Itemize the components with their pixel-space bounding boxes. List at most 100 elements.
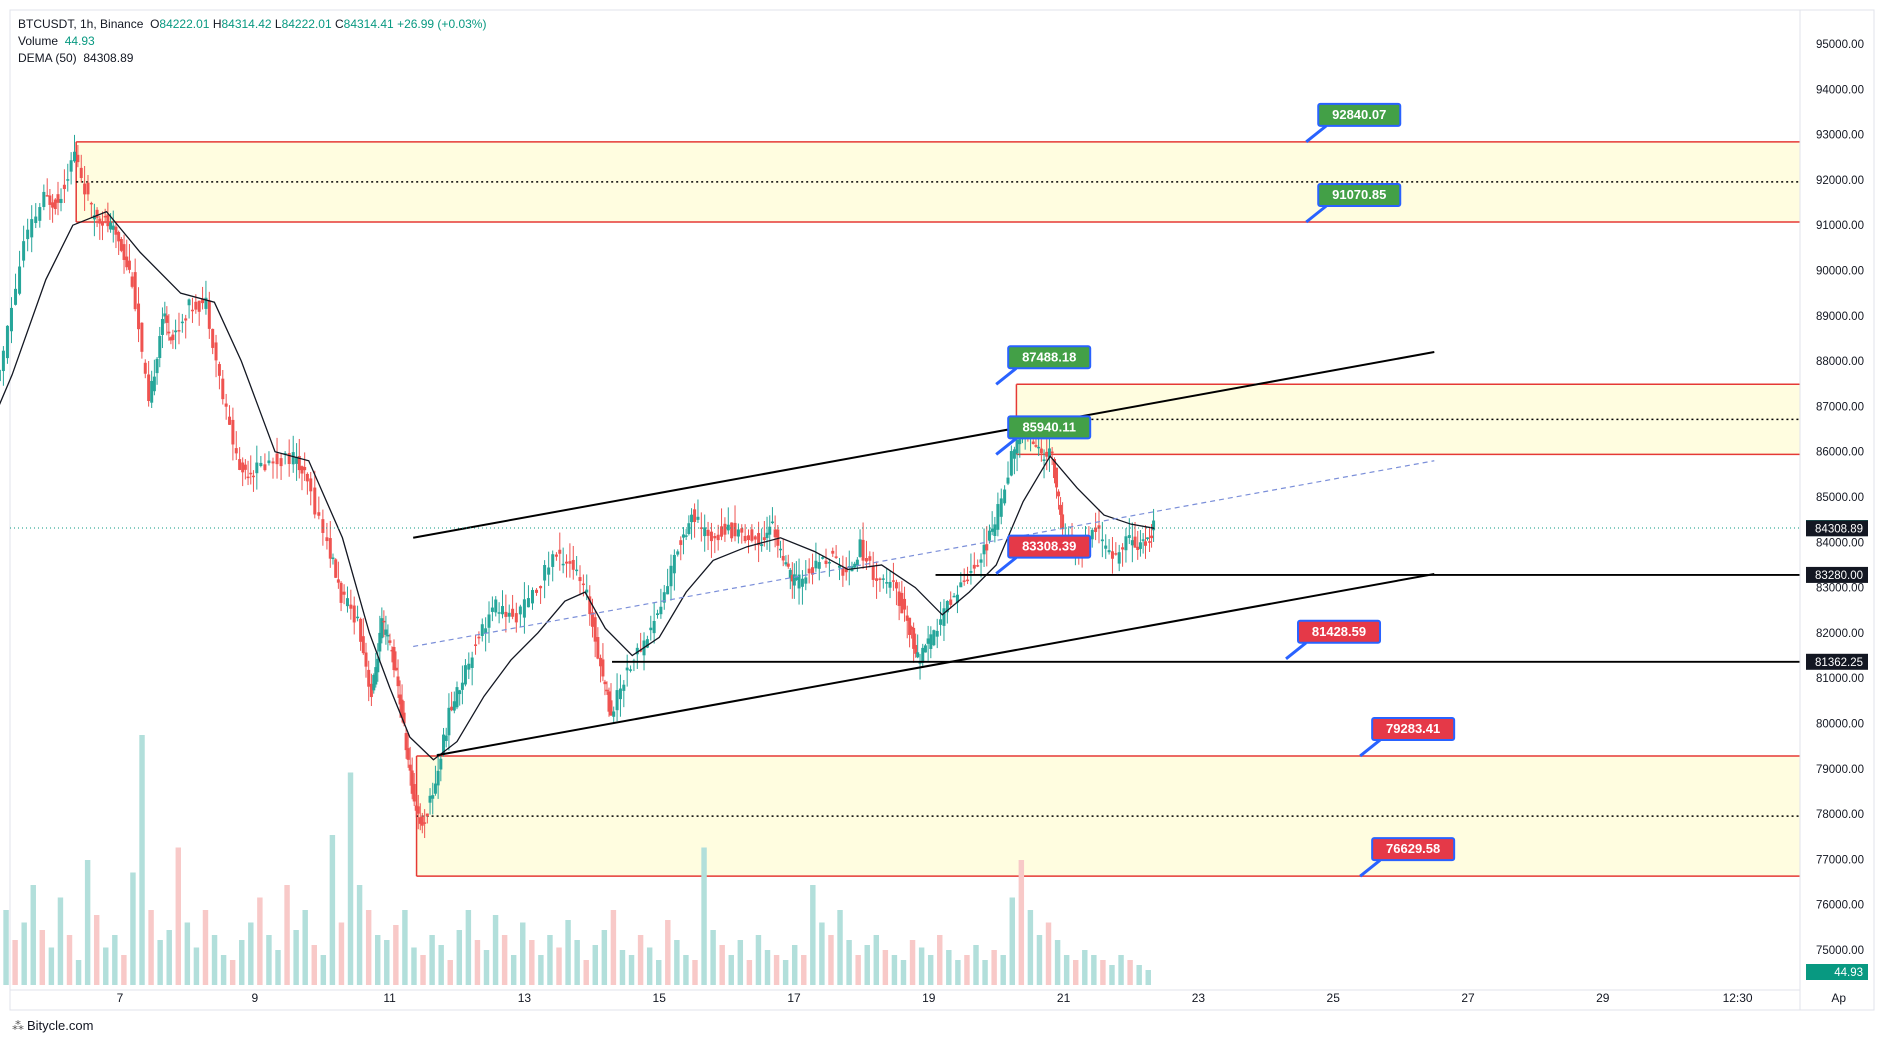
volume-bar (1091, 955, 1097, 985)
candle-body (390, 649, 394, 652)
price-tick-label: 78000.00 (1816, 809, 1864, 821)
candle-body (639, 650, 643, 652)
candle-body (349, 604, 353, 609)
price-tick-label: 93000.00 (1816, 130, 1864, 142)
candle-body (811, 567, 815, 575)
axis-badge-1-text: 84308.89 (1815, 523, 1863, 535)
volume-bar (510, 955, 517, 985)
candle-body (935, 630, 939, 637)
volume-bar (48, 947, 55, 985)
volume-bar (982, 960, 988, 985)
price-label-3-text: 85940.11 (1022, 419, 1076, 434)
price-tick-label: 89000.00 (1816, 311, 1864, 323)
candle-body (1143, 541, 1147, 546)
candle-body (996, 504, 1000, 530)
candle-body (406, 748, 410, 760)
candle-body (463, 665, 467, 685)
candle-body (231, 419, 235, 445)
candle-body (726, 524, 730, 531)
high-label: H (212, 17, 222, 31)
candle-body (83, 183, 87, 195)
candle-body (313, 487, 317, 515)
candle-body (817, 562, 821, 569)
price-label-3-pointer (995, 437, 1018, 456)
candle-body (543, 565, 547, 581)
price-axis[interactable]: 95000.00 94000.00 93000.00 92000.00 91000.00… (1799, 10, 1868, 1010)
volume-bar (873, 935, 880, 985)
volume-bar (193, 947, 200, 985)
candle-body (263, 464, 267, 471)
candle-body (824, 560, 828, 564)
open-label: O (150, 17, 160, 31)
candle-body (133, 272, 137, 310)
candle-body (494, 599, 498, 613)
candle-body (976, 565, 980, 567)
volume-bar (1127, 960, 1133, 985)
volume-bar (1000, 955, 1006, 985)
ohlc-row: BTCUSDT, 1h, Binance O84222.01 H84314.42… (18, 16, 486, 33)
volume-bar (918, 947, 925, 985)
candle-body (259, 462, 263, 466)
candle-body (287, 453, 291, 465)
candle-body (926, 638, 930, 644)
candle-body (497, 612, 501, 614)
volume-bar (964, 955, 970, 985)
volume-bar (701, 847, 707, 985)
axis-badge-4 (1806, 964, 1868, 980)
candle-body (912, 627, 916, 649)
candle-body (605, 689, 609, 692)
candle-body (140, 322, 144, 352)
candle-body (444, 735, 448, 742)
candle-body (972, 564, 976, 569)
candle-body (618, 688, 622, 700)
volume-bar (66, 935, 73, 985)
volume-bar (456, 930, 463, 985)
candle-body (1012, 449, 1016, 459)
brand-watermark[interactable]: ⁂ Bitycle.com (12, 1018, 93, 1033)
candle-body (328, 538, 332, 559)
volume-bar (21, 922, 27, 985)
candle-body (858, 539, 862, 557)
time-tick-label: 23 (1192, 991, 1206, 1005)
candle-body (125, 256, 129, 268)
candle-body (1018, 439, 1022, 445)
candle-body (251, 475, 255, 478)
candle-body (645, 639, 649, 648)
candle-body (388, 640, 392, 643)
candle-body (345, 598, 349, 607)
volume-bar (1036, 935, 1043, 985)
volume-bar (728, 955, 734, 985)
candle-body (416, 806, 420, 814)
candle-body (855, 559, 859, 566)
candle-body (1110, 551, 1114, 559)
time-tick-label: 13 (518, 991, 532, 1005)
candle-body (568, 561, 572, 564)
price-label-1-text: 91070.85 (1332, 187, 1386, 202)
candle-body (1152, 520, 1156, 531)
volume-bar (275, 950, 281, 985)
price-label-1-box (1317, 182, 1402, 207)
candle-body (30, 219, 34, 238)
volume-bar (656, 960, 662, 985)
candle-body (163, 313, 167, 317)
volume-bar (266, 935, 272, 985)
price-tick-label: 88000.00 (1816, 356, 1864, 368)
candle-body (750, 529, 754, 541)
candle-body (1133, 536, 1137, 548)
price-label-5-text: 81428.59 (1312, 624, 1366, 639)
volume-bar (184, 922, 191, 985)
volume-bar (683, 955, 689, 985)
price-label-4-box (1007, 534, 1092, 559)
candle-body (111, 225, 115, 230)
candle-body (511, 608, 515, 617)
candle-body (804, 577, 808, 584)
candle-body (768, 526, 772, 535)
candle-body (106, 214, 110, 227)
candle-body (753, 536, 757, 540)
volume-bar (927, 955, 934, 985)
candle-body (458, 690, 462, 695)
candle-body (507, 612, 511, 617)
low-value: 84222.01 (281, 17, 332, 31)
time-axis[interactable]: 7 9 11 13 15 17 19 21 23 25 27 29 12:30 Ap (10, 989, 1846, 1005)
